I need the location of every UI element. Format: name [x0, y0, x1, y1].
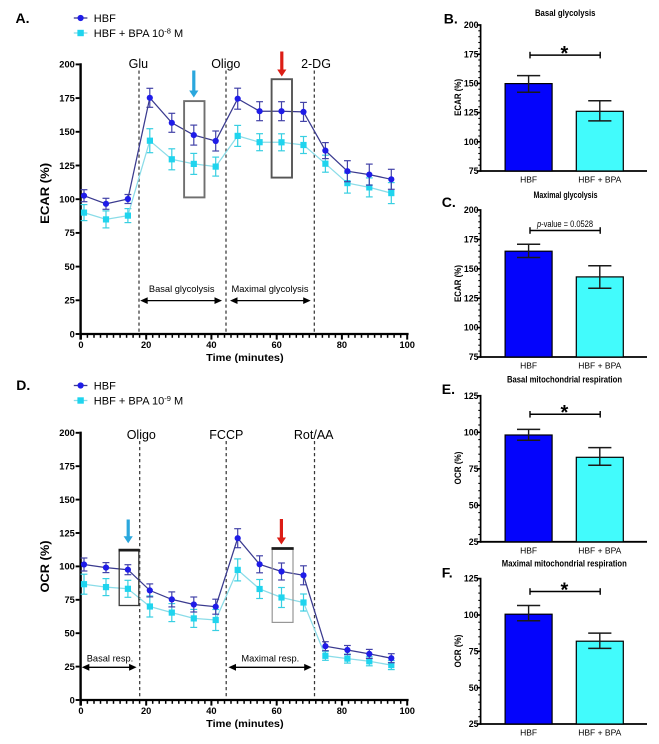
svg-text:Glu: Glu [129, 57, 149, 71]
svg-text:150: 150 [59, 495, 75, 505]
svg-text:50: 50 [469, 500, 479, 510]
svg-text:75: 75 [64, 595, 74, 605]
svg-text:200: 200 [464, 205, 479, 215]
svg-text:HBF + BPA 10-9 M: HBF + BPA 10-9 M [94, 394, 183, 408]
svg-text:175: 175 [59, 93, 75, 103]
svg-text:25: 25 [64, 296, 74, 306]
svg-text:OCR (%): OCR (%) [38, 541, 52, 593]
svg-text:25: 25 [64, 662, 74, 672]
svg-text:*: * [561, 43, 569, 65]
svg-text:100: 100 [464, 427, 479, 437]
svg-text:HBF: HBF [520, 545, 537, 555]
svg-text:Rot/AA: Rot/AA [294, 428, 334, 442]
svg-text:Oligo: Oligo [211, 57, 240, 71]
svg-text:D.: D. [16, 377, 30, 393]
svg-text:HBF + BPA: HBF + BPA [578, 361, 621, 371]
svg-text:100: 100 [399, 706, 415, 716]
svg-text:0: 0 [70, 329, 75, 339]
svg-text:Basal mitochondrial respiratio: Basal mitochondrial respiration [507, 375, 622, 385]
svg-text:Maximal glycolysis: Maximal glycolysis [534, 190, 598, 200]
svg-text:Basal glycolysis: Basal glycolysis [535, 8, 596, 18]
svg-text:125: 125 [464, 574, 479, 584]
svg-text:75: 75 [64, 228, 74, 238]
svg-text:ECAR (%): ECAR (%) [38, 163, 52, 224]
svg-text:50: 50 [64, 262, 74, 272]
svg-text:175: 175 [464, 49, 479, 59]
svg-text:20: 20 [141, 340, 151, 350]
svg-text:20: 20 [141, 706, 151, 716]
svg-text:50: 50 [469, 683, 479, 693]
svg-text:0: 0 [78, 340, 83, 350]
svg-text:HBF + BPA: HBF + BPA [578, 175, 621, 185]
svg-text:0: 0 [70, 695, 75, 705]
svg-text:Maximal mitochondrial respirat: Maximal mitochondrial respiration [502, 558, 627, 568]
svg-text:HBF: HBF [520, 361, 537, 371]
svg-text:E.: E. [442, 381, 455, 397]
svg-text:100: 100 [464, 323, 479, 333]
svg-text:200: 200 [59, 60, 75, 70]
svg-text:125: 125 [464, 108, 479, 118]
svg-text:Basal glycolysis: Basal glycolysis [149, 284, 215, 294]
svg-text:200: 200 [59, 428, 75, 438]
svg-text:40: 40 [206, 340, 216, 350]
svg-text:HBF + BPA: HBF + BPA [578, 728, 621, 738]
svg-text:200: 200 [464, 20, 479, 30]
svg-text:40: 40 [206, 706, 216, 716]
svg-text:OCR (%): OCR (%) [453, 452, 463, 485]
svg-text:100: 100 [59, 195, 75, 205]
svg-text:HBF: HBF [94, 380, 116, 392]
svg-text:Oligo: Oligo [127, 428, 156, 442]
svg-text:175: 175 [59, 462, 75, 472]
svg-text:0: 0 [78, 706, 83, 716]
svg-text:100: 100 [399, 340, 415, 350]
svg-text:100: 100 [59, 562, 75, 572]
svg-text:60: 60 [272, 706, 282, 716]
svg-text:50: 50 [64, 629, 74, 639]
svg-text:80: 80 [337, 706, 347, 716]
svg-text:150: 150 [59, 127, 75, 137]
svg-text:Time (minutes): Time (minutes) [206, 352, 284, 364]
svg-text:ECAR (%): ECAR (%) [453, 79, 463, 116]
svg-text:75: 75 [469, 166, 479, 176]
svg-text:HBF: HBF [94, 13, 116, 25]
svg-text:Time (minutes): Time (minutes) [206, 718, 284, 730]
svg-text:*: * [561, 402, 569, 424]
svg-text:C.: C. [442, 194, 456, 210]
svg-text:A.: A. [16, 10, 30, 26]
svg-text:125: 125 [59, 161, 75, 171]
svg-text:75: 75 [469, 646, 479, 656]
svg-text:ECAR (%): ECAR (%) [453, 265, 463, 302]
svg-text:25: 25 [469, 719, 479, 729]
svg-text:75: 75 [469, 464, 479, 474]
svg-text:150: 150 [464, 79, 479, 89]
svg-text:Maximal resp.: Maximal resp. [241, 654, 299, 664]
svg-text:60: 60 [272, 340, 282, 350]
svg-text:Basal resp.: Basal resp. [87, 654, 134, 664]
svg-text:p-value = 0.0528: p-value = 0.0528 [536, 219, 593, 229]
svg-text:FCCP: FCCP [209, 428, 243, 442]
svg-text:80: 80 [337, 340, 347, 350]
svg-text:*: * [561, 579, 569, 601]
svg-text:125: 125 [59, 528, 75, 538]
svg-text:HBF + BPA 10-8 M: HBF + BPA 10-8 M [94, 26, 183, 40]
svg-text:HBF: HBF [520, 175, 537, 185]
svg-text:HBF: HBF [520, 728, 537, 738]
svg-text:125: 125 [464, 293, 479, 303]
svg-text:OCR (%): OCR (%) [453, 635, 463, 668]
svg-text:Maximal glycolysis: Maximal glycolysis [232, 284, 309, 294]
svg-text:100: 100 [464, 610, 479, 620]
svg-text:B.: B. [444, 11, 458, 27]
svg-text:125: 125 [464, 391, 479, 401]
svg-text:100: 100 [464, 137, 479, 147]
svg-text:75: 75 [469, 352, 479, 362]
svg-text:HBF + BPA: HBF + BPA [578, 545, 621, 555]
svg-text:175: 175 [464, 235, 479, 245]
svg-text:2-DG: 2-DG [301, 57, 331, 71]
svg-text:25: 25 [469, 537, 479, 547]
svg-text:F.: F. [442, 565, 453, 581]
svg-text:150: 150 [464, 264, 479, 274]
